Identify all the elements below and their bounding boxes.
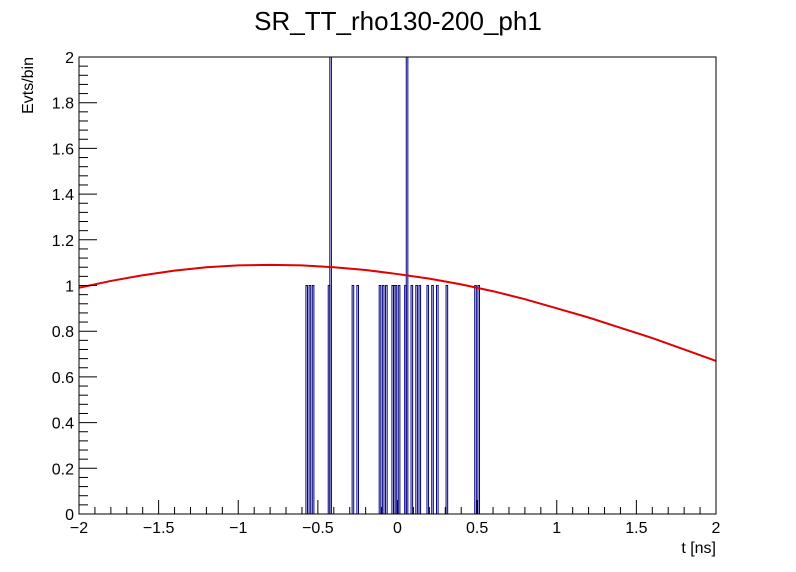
x-axis-label: t [ns] (681, 540, 716, 557)
y-tick-label: 1 (65, 279, 74, 296)
y-tick-label: 0.8 (52, 324, 74, 341)
chart-title: SR_TT_rho130-200_ph1 (254, 6, 542, 36)
x-tick-label: −1 (229, 520, 247, 537)
y-axis-tick-labels: 0 0.2 0.4 0.6 0.8 1 1.2 1.4 1.6 1.8 2 (52, 50, 74, 524)
y-tick-label: 0.6 (52, 370, 74, 387)
x-tick-label: 2 (712, 520, 721, 537)
x-tick-label: −2 (70, 520, 88, 537)
y-tick-label: 1.2 (52, 233, 74, 250)
x-tick-label: −0.5 (302, 520, 334, 537)
y-tick-label: 1.4 (52, 187, 74, 204)
fit-curve (78, 263, 717, 362)
y-tick-label: 0 (65, 507, 74, 524)
x-tick-label: −1.5 (143, 520, 175, 537)
x-axis-ticks (78, 500, 717, 514)
y-tick-label: 0.2 (52, 461, 74, 478)
y-tick-label: 0.4 (52, 416, 74, 433)
x-tick-label: 0 (393, 520, 402, 537)
y-axis-ticks (79, 56, 97, 515)
y-tick-label: 2 (65, 50, 74, 67)
x-axis-tick-labels: −2 −1.5 −1 −0.5 0 0.5 1 1.5 2 (70, 520, 721, 537)
y-tick-label: 1.6 (52, 141, 74, 158)
y-tick-label: 1.8 (52, 96, 74, 113)
x-tick-label: 0.5 (466, 520, 488, 537)
y-axis-label: Evts/bin (20, 57, 37, 114)
x-tick-label: 1.5 (625, 520, 647, 537)
fit-curve-layer (78, 263, 717, 362)
x-tick-label: 1 (552, 520, 561, 537)
